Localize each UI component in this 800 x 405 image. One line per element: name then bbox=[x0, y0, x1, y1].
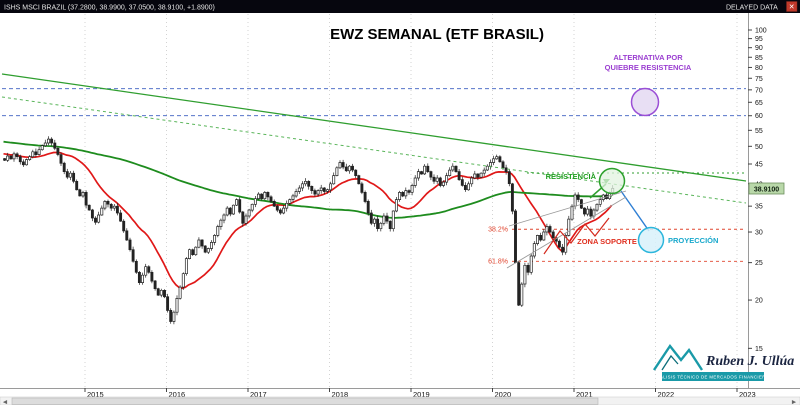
annotation-resistance[interactable]: RESISTENCIA bbox=[546, 172, 597, 181]
chart-title: EWZ SEMANAL (ETF BRASIL) bbox=[330, 26, 544, 43]
svg-text:35: 35 bbox=[755, 204, 763, 211]
svg-text:2017: 2017 bbox=[250, 390, 267, 399]
delayed-data-label: DELAYED DATA bbox=[726, 5, 778, 12]
close-icon: ✕ bbox=[789, 4, 795, 11]
svg-text:30: 30 bbox=[755, 230, 763, 237]
svg-text:80: 80 bbox=[755, 65, 763, 72]
mountain-logo-icon bbox=[653, 343, 704, 371]
svg-text:2021: 2021 bbox=[576, 390, 593, 399]
analyst-name: Ruben J. Ullúa bbox=[705, 354, 794, 369]
scroll-right-icon[interactable]: ▶ bbox=[792, 400, 797, 405]
svg-text:2022: 2022 bbox=[658, 390, 675, 399]
analyst-tagline: ANÁLISIS TÉCNICO DE MERCADOS FINANCIEROS bbox=[653, 375, 773, 380]
annotation-projection[interactable]: PROYECCIÓN bbox=[668, 236, 718, 245]
annotation-alternative-line2[interactable]: QUIEBRE RESISTENCIA bbox=[605, 63, 692, 72]
svg-text:90: 90 bbox=[755, 45, 763, 52]
fib-382-label: 38.2% bbox=[488, 227, 508, 234]
svg-text:25: 25 bbox=[755, 260, 763, 267]
analyst-watermark: Ruben J. Ullúa ANÁLISIS TÉCNICO DE MERCA… bbox=[653, 343, 794, 381]
alternative-scenario-circle[interactable] bbox=[630, 87, 660, 117]
svg-text:20: 20 bbox=[755, 298, 763, 305]
svg-text:2019: 2019 bbox=[413, 390, 430, 399]
svg-text:65: 65 bbox=[755, 100, 763, 107]
mountain-logo-inner-icon bbox=[661, 354, 679, 371]
svg-text:2018: 2018 bbox=[332, 390, 349, 399]
svg-text:75: 75 bbox=[755, 76, 763, 83]
svg-text:50: 50 bbox=[755, 144, 763, 151]
scrollbar-thumb[interactable] bbox=[11, 397, 599, 405]
svg-text:2015: 2015 bbox=[87, 390, 104, 399]
chart-plot-background[interactable] bbox=[0, 13, 800, 397]
close-button[interactable]: ✕ bbox=[786, 1, 798, 12]
svg-text:2020: 2020 bbox=[495, 390, 512, 399]
resistance-circle[interactable] bbox=[598, 167, 626, 195]
svg-text:85: 85 bbox=[755, 55, 763, 62]
svg-text:15: 15 bbox=[755, 346, 763, 353]
candlestick-series bbox=[3, 136, 615, 325]
svg-text:55: 55 bbox=[755, 128, 763, 135]
symbol-ohlc-info: ISHS MSCI BRAZIL (37.2800, 38.9900, 37.0… bbox=[4, 5, 215, 12]
top-bar: ISHS MSCI BRAZIL (37.2800, 38.9900, 37.0… bbox=[0, 0, 800, 13]
horizontal-scrollbar[interactable]: ◀ ▶ bbox=[0, 396, 800, 405]
annotation-support-zone[interactable]: ZONA SOPORTE bbox=[577, 237, 637, 246]
svg-text:95: 95 bbox=[755, 36, 763, 43]
svg-text:45: 45 bbox=[755, 161, 763, 168]
svg-text:100: 100 bbox=[755, 28, 767, 35]
fib-618-label: 61.8% bbox=[488, 259, 508, 266]
projection-circle[interactable] bbox=[637, 226, 665, 254]
tagline-banner bbox=[662, 372, 764, 381]
svg-text:70: 70 bbox=[755, 87, 763, 94]
scroll-left-icon[interactable]: ◀ bbox=[3, 400, 8, 405]
annotation-alternative-line1[interactable]: ALTERNATIVA POR bbox=[613, 53, 683, 62]
svg-text:2016: 2016 bbox=[169, 390, 186, 399]
svg-text:60: 60 bbox=[755, 113, 763, 120]
svg-text:2023: 2023 bbox=[739, 390, 756, 399]
last-price-tag: 38.9100 bbox=[748, 182, 785, 195]
time-axis[interactable]: 2015 2016 2017 2018 2019 2020 2021 2022 2023 bbox=[84, 388, 756, 399]
last-price-value: 38.9100 bbox=[754, 187, 779, 194]
